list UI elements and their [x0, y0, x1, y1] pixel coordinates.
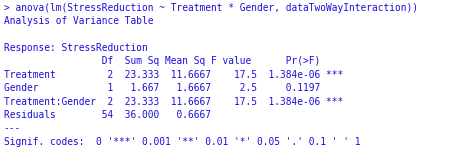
- Text: Gender            1   1.667   1.6667     2.5     0.1197: Gender 1 1.667 1.6667 2.5 0.1197: [4, 83, 343, 93]
- Text: > anova(lm(StressReduction ~ Treatment * Gender, dataTwoWayInteraction)): > anova(lm(StressReduction ~ Treatment *…: [4, 3, 418, 13]
- Text: ---: ---: [4, 123, 21, 133]
- Text: Response: StressReduction: Response: StressReduction: [4, 43, 147, 53]
- Text: Treatment         2  23.333  11.6667    17.5  1.384e-06 ***: Treatment 2 23.333 11.6667 17.5 1.384e-0…: [4, 70, 343, 80]
- Text: Analysis of Variance Table: Analysis of Variance Table: [4, 16, 153, 26]
- Text: Residuals        54  36.000   0.6667: Residuals 54 36.000 0.6667: [4, 110, 349, 120]
- Text: Treatment:Gender  2  23.333  11.6667    17.5  1.384e-06 ***: Treatment:Gender 2 23.333 11.6667 17.5 1…: [4, 97, 343, 107]
- Text: Df  Sum Sq Mean Sq F value      Pr(>F): Df Sum Sq Mean Sq F value Pr(>F): [4, 56, 343, 66]
- Text: Signif. codes:  0 '***' 0.001 '**' 0.01 '*' 0.05 '.' 0.1 ' ' 1: Signif. codes: 0 '***' 0.001 '**' 0.01 '…: [4, 137, 360, 147]
